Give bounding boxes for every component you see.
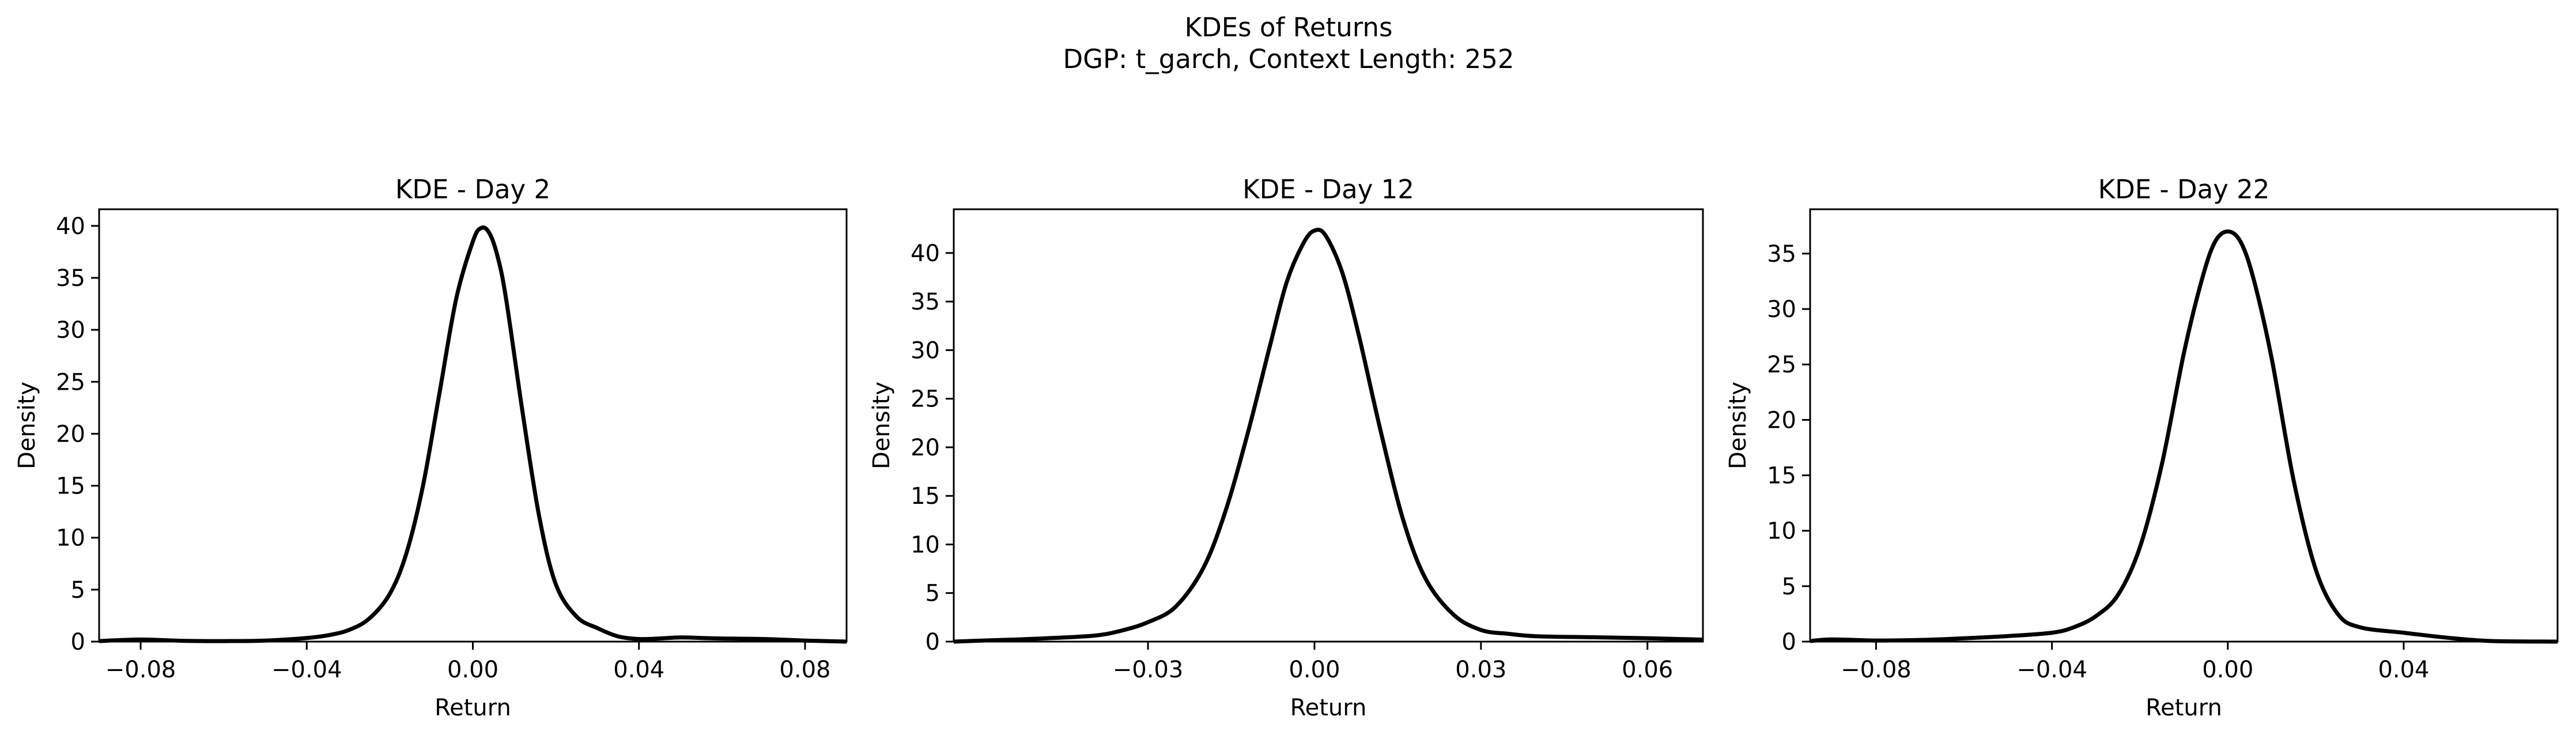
subplot-1-y-tick-label-4: 20: [56, 421, 85, 447]
subplot-1-y-tick-label-3: 15: [56, 473, 85, 500]
subplot-3-kde-line: [1810, 229, 2558, 644]
subplot-1-x-tick-label-2: 0.00: [447, 657, 498, 683]
subplot-3-title: KDE - Day 22: [2098, 174, 2270, 205]
subplot-3-x-tick-label-3: 0.04: [2378, 657, 2429, 683]
figure-suptitle-line-2: DGP: t_garch, Context Length: 252: [1063, 44, 1514, 74]
subplot-1-y-tick-label-8: 40: [56, 213, 85, 240]
subplot-1-x-tick-label-1: −0.04: [271, 657, 342, 683]
subplot-2-y-tick-label-7: 35: [911, 289, 940, 315]
subplot-1-x-axis-label: Return: [435, 695, 511, 721]
subplot-1-y-tick-label-7: 35: [56, 265, 85, 292]
subplot-1-y-tick-label-2: 10: [56, 525, 85, 552]
subplot-1-x-tick-label-4: 0.08: [779, 657, 830, 683]
subplot-3-y-tick-label-1: 5: [1782, 574, 1796, 600]
subplot-2-y-tick-label-8: 40: [911, 240, 940, 267]
subplot-2: KDE - Day 12 Return Density −0.03 0.00 0.0…: [868, 174, 1704, 721]
subplot-2-axes-frame: [953, 208, 1704, 643]
subplot-2-y-tick-label-1: 5: [926, 581, 940, 607]
subplot-1-x-tick-label-0: −0.08: [105, 657, 176, 683]
subplot-2-x-tick-label-1: 0.00: [1289, 657, 1340, 683]
subplot-3-y-axis-label: Density: [1725, 382, 1751, 469]
subplot-3-y-tick-label-2: 10: [1767, 518, 1796, 545]
subplot-1-y-axis-label: Density: [14, 382, 40, 469]
subplot-2-x-tick-label-2: 0.03: [1455, 657, 1506, 683]
subplot-1-axes-frame: [98, 208, 848, 643]
subplot-3-x-tick-label-0: −0.08: [1841, 657, 1912, 683]
subplot-2-y-tick-label-5: 25: [911, 386, 940, 413]
subplot-3-x-tick-label-2: 0.00: [2202, 657, 2253, 683]
subplot-1-y-tick-label-0: 0: [71, 629, 85, 655]
subplot-3-y-tick-label-5: 25: [1767, 352, 1796, 378]
subplot-2-y-tick-label-6: 30: [911, 337, 940, 364]
subplot-3-y-tick-label-3: 15: [1767, 463, 1796, 489]
subplot-3-y-tick-label-0: 0: [1782, 629, 1796, 655]
figure-suptitle-line-1: KDEs of Returns: [1185, 12, 1393, 43]
subplot-3-x-tick-label-1: −0.04: [2016, 657, 2087, 683]
subplot-3-x-axis-label: Return: [2146, 695, 2222, 721]
subplot-2-x-tick-label-0: −0.03: [1113, 657, 1184, 683]
subplot-1-y-tick-label-5: 25: [56, 369, 85, 395]
subplot-1-kde-line: [99, 225, 847, 644]
subplot-2-y-axis-label: Density: [868, 382, 895, 469]
subplot-1-y-tick-label-1: 5: [71, 577, 85, 604]
subplot-2-x-tick-label-3: 0.06: [1622, 657, 1673, 683]
subplot-3-axes-frame: [1809, 208, 2559, 643]
subplot-1-title: KDE - Day 2: [395, 174, 550, 205]
subplot-1-x-tick-label-3: 0.04: [613, 657, 664, 683]
subplot-3-y-tick-label-4: 20: [1767, 407, 1796, 434]
subplot-3-y-tick-label-6: 30: [1767, 296, 1796, 323]
subplot-2-title: KDE - Day 12: [1242, 174, 1414, 205]
subplot-2-y-tick-label-3: 15: [911, 483, 940, 510]
subplot-2-kde-line: [953, 228, 1704, 644]
subplot-1: KDE - Day 2 Return Density −0.08 −0.04 0.0…: [14, 174, 848, 721]
subplot-2-y-tick-label-4: 20: [911, 435, 940, 461]
subplot-1-y-tick-label-6: 30: [56, 317, 85, 344]
subplot-2-x-axis-label: Return: [1290, 695, 1367, 721]
subplot-3-y-tick-label-7: 35: [1767, 241, 1796, 267]
subplot-3: KDE - Day 22 Return Density −0.08 −0.04 0.…: [1725, 174, 2559, 721]
subplot-2-y-tick-label-2: 10: [911, 532, 940, 558]
subplot-2-y-tick-label-0: 0: [926, 629, 940, 655]
